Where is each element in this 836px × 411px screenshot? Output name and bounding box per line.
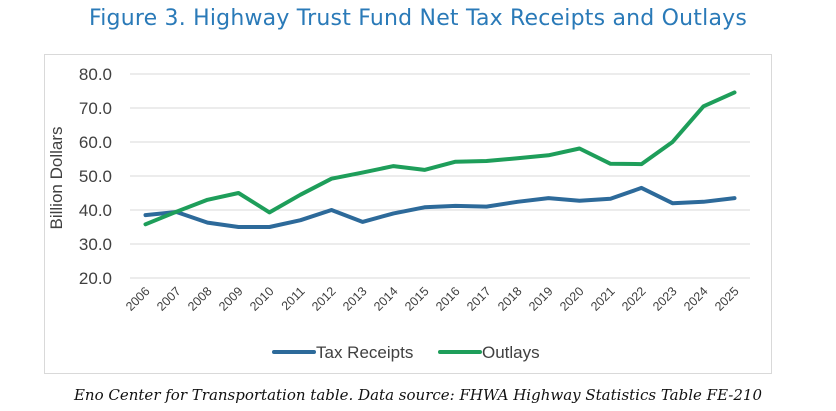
x-tick-label: 2021 — [588, 284, 618, 314]
x-tick-label: 2010 — [247, 284, 277, 314]
x-tick-label: 2023 — [650, 284, 680, 314]
y-axis-ticks: 20.0 30.0 40.0 50.0 60.0 70.0 80.0 — [79, 65, 112, 288]
x-tick-label: 2011 — [279, 284, 308, 313]
x-tick-label: 2012 — [309, 284, 339, 314]
x-tick-label: 2024 — [681, 284, 711, 314]
y-tick-label: 30.0 — [79, 235, 112, 254]
y-tick-label: 50.0 — [79, 167, 112, 186]
series-line-tax-receipts — [143, 185, 737, 229]
x-tick-label: 2016 — [433, 284, 463, 314]
legend-label: Tax Receipts — [316, 343, 413, 362]
x-tick-label: 2007 — [154, 284, 184, 314]
source-caption: Eno Center for Transportation table. Dat… — [73, 386, 763, 404]
x-tick-label: 2025 — [712, 284, 742, 314]
legend-label: Outlays — [482, 343, 540, 362]
y-tick-label: 80.0 — [79, 65, 112, 84]
legend: Tax Receipts Outlays — [272, 343, 540, 362]
x-tick-label: 2022 — [619, 284, 649, 314]
x-tick-label: 2018 — [495, 284, 525, 314]
x-tick-label: 2015 — [402, 284, 432, 314]
y-tick-label: 70.0 — [79, 99, 112, 118]
series-lines — [143, 90, 737, 229]
x-tick-label: 2013 — [340, 284, 370, 314]
chart-title: Figure 3. Highway Trust Fund Net Tax Rec… — [88, 6, 748, 31]
x-axis-ticks: 2006 2007 2008 2009 2010 2011 2012 2013 2014 2015… — [123, 284, 742, 314]
y-tick-label: 20.0 — [79, 269, 112, 288]
y-tick-label: 60.0 — [79, 133, 112, 152]
x-tick-label: 2006 — [123, 284, 153, 314]
chart-frame — [44, 54, 772, 374]
x-tick-label: 2009 — [216, 284, 246, 314]
x-tick-label: 2020 — [557, 284, 587, 314]
gridlines — [130, 73, 750, 279]
y-tick-label: 40.0 — [79, 201, 112, 220]
x-tick-label: 2008 — [185, 284, 215, 314]
y-axis-label: Billion Dollars — [47, 127, 66, 230]
series-line-outlays — [143, 90, 737, 227]
x-tick-label: 2014 — [371, 284, 401, 314]
x-tick-label: 2019 — [526, 284, 556, 314]
x-tick-label: 2017 — [464, 284, 494, 314]
